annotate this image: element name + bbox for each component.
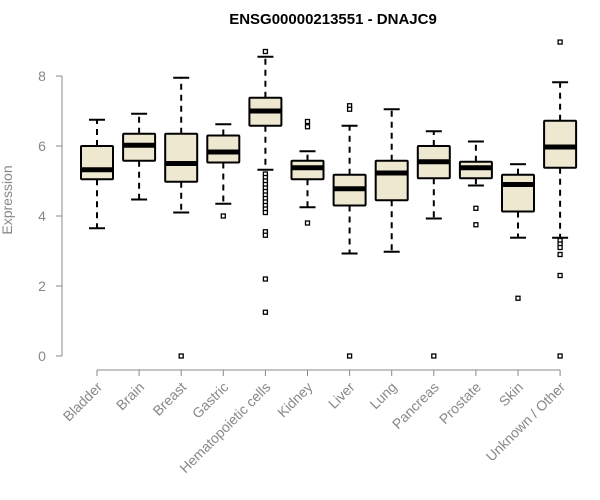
box-pancreas	[416, 130, 451, 359]
box-skin	[501, 163, 535, 301]
outlier-point	[262, 48, 269, 55]
x-tick-label: Brain	[113, 379, 147, 413]
box-hematopoietic-cells	[248, 48, 283, 315]
box-prostate	[458, 140, 493, 228]
outlier-point	[262, 209, 269, 216]
box-brain	[122, 112, 157, 201]
outlier-point	[304, 118, 311, 125]
box-liver	[332, 103, 367, 359]
outlier-point	[557, 39, 563, 45]
x-tick-label: Pancreas	[389, 379, 442, 432]
y-tick-label: 4	[38, 208, 46, 224]
box-iqr	[543, 119, 578, 169]
y-axis: 0 2 4 6 8	[38, 68, 63, 364]
outlier-point	[557, 251, 563, 258]
outlier-point	[473, 205, 479, 211]
x-tick-label: Skin	[496, 379, 527, 410]
outlier-point	[262, 232, 269, 238]
outlier-point	[431, 353, 437, 359]
y-tick-label: 8	[38, 68, 46, 84]
x-tick-label: Lung	[366, 379, 399, 412]
x-tick-label: Kidney	[274, 379, 316, 421]
x-tick-label: Unknown / Other	[483, 379, 569, 465]
box-iqr	[80, 145, 114, 181]
box-iqr	[164, 132, 199, 183]
outlier-point	[557, 244, 563, 251]
boxes	[80, 39, 578, 359]
outlier-point	[178, 353, 184, 359]
outlier-point	[220, 213, 226, 219]
outlier-point	[262, 309, 269, 315]
box-lung	[374, 108, 409, 253]
box-iqr	[374, 159, 409, 202]
x-tick-label: Breast	[149, 379, 189, 419]
y-tick-label: 6	[38, 138, 46, 154]
y-axis-label: Expression	[0, 165, 15, 234]
outlier-point	[346, 106, 353, 112]
outlier-point	[304, 220, 311, 226]
outlier-point	[557, 272, 563, 279]
outlier-point	[346, 353, 353, 359]
box-bladder	[80, 118, 114, 230]
box-gastric	[206, 123, 241, 219]
box-iqr	[501, 173, 535, 213]
chart-title: ENSG00000213551 - DNAJC9	[229, 11, 437, 28]
y-tick-label: 0	[38, 348, 46, 364]
outlier-point	[304, 124, 311, 130]
x-tick-label: Bladder	[60, 379, 106, 425]
outlier-point	[557, 353, 563, 359]
y-tick-label: 2	[38, 278, 46, 294]
box-kidney	[290, 118, 325, 226]
x-tick-label: Prostate	[436, 379, 484, 427]
outlier-point	[262, 276, 269, 282]
outlier-point	[515, 295, 521, 301]
box-breast	[164, 76, 199, 359]
outlier-point	[473, 222, 479, 228]
x-tick-label: Liver	[325, 379, 358, 412]
box-iqr	[206, 134, 241, 164]
box-unknown-other	[543, 39, 578, 359]
